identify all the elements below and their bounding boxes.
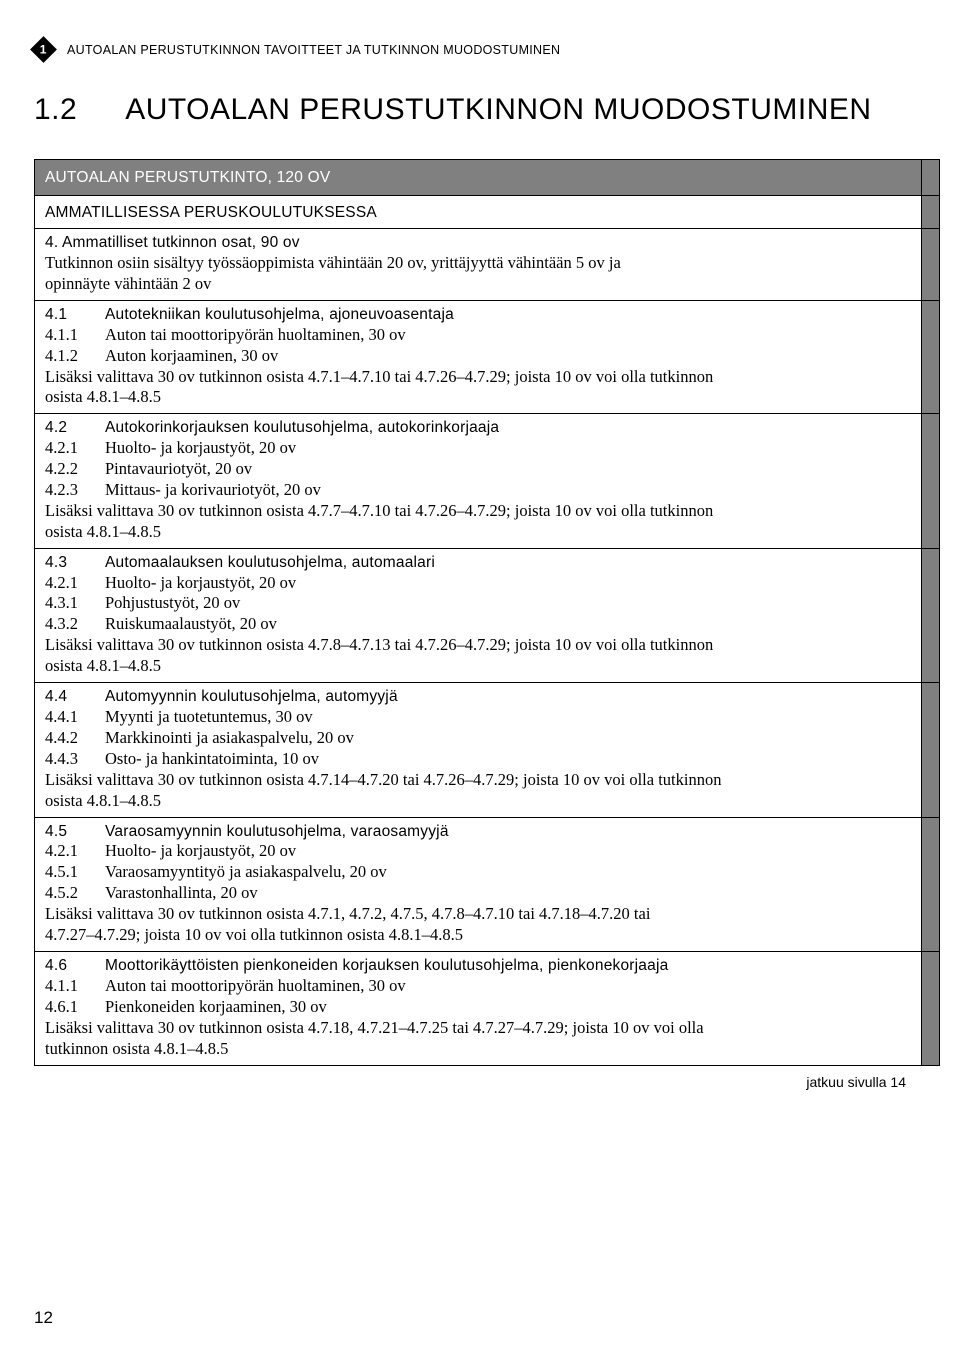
list-item: 4.4.3Osto- ja hankintatoiminta, 10 ov [45,749,911,770]
s42-rest: osista 4.8.1–4.8.5 [45,522,911,543]
list-item: 4.3.1Pohjustustyöt, 20 ov [45,593,911,614]
s41-cell: 4.1Autotekniikan koulutusohjelma, ajoneu… [35,300,922,413]
table-spacer [922,195,940,229]
table-row: 4.6Moottorikäyttöisten pienkoneiden korj… [35,952,940,1065]
s46-title: 4.6Moottorikäyttöisten pienkoneiden korj… [45,956,911,976]
table-subheader-cell: AMMATILLISESSA PERUSKOULUTUKSESSA [35,195,922,229]
list-item: 4.1.2Auton korjaaminen, 30 ov [45,346,911,367]
s44-rest: osista 4.8.1–4.8.5 [45,791,911,812]
continue-note: jatkuu sivulla 14 [34,1074,926,1090]
s42-title: 4.2Autokorinkorjauksen koulutusohjelma, … [45,418,911,438]
s4-cell: 4. Ammatilliset tutkinnon osat, 90 ov Tu… [35,229,922,301]
s45-title: 4.5Varaosamyynnin koulutusohjelma, varao… [45,822,911,842]
table-row: 4.2Autokorinkorjauksen koulutusohjelma, … [35,414,940,548]
s43-cell: 4.3Automaalauksen koulutusohjelma, autom… [35,548,922,682]
s43-rest: Lisäksi valittava 30 ov tutkinnon osista… [45,635,911,656]
table-spacer [922,229,940,301]
list-item: 4.3.2Ruiskumaalaustyöt, 20 ov [45,614,911,635]
s4-title: 4. Ammatilliset tutkinnon osat, 90 ov [45,233,911,253]
table-spacer [922,548,940,682]
s45-rest: Lisäksi valittava 30 ov tutkinnon osista… [45,904,911,925]
chapter-badge-icon: 1 [30,36,57,63]
page-header: 1 AUTOALAN PERUSTUTKINNON TAVOITTEET JA … [34,40,926,59]
table-row: 4.1Autotekniikan koulutusohjelma, ajoneu… [35,300,940,413]
list-item: 4.2.2Pintavauriotyöt, 20 ov [45,459,911,480]
s42-rest: Lisäksi valittava 30 ov tutkinnon osista… [45,501,911,522]
list-item: 4.5.2Varastonhallinta, 20 ov [45,883,911,904]
s44-rest: Lisäksi valittava 30 ov tutkinnon osista… [45,770,911,791]
table-row: 4.3Automaalauksen koulutusohjelma, autom… [35,548,940,682]
s41-rest: Lisäksi valittava 30 ov tutkinnon osista… [45,367,911,388]
s46-rest: Lisäksi valittava 30 ov tutkinnon osista… [45,1018,911,1039]
s45-cell: 4.5Varaosamyynnin koulutusohjelma, varao… [35,817,922,951]
chapter-title-text: AUTOALAN PERUSTUTKINNON MUODOSTUMINEN [125,93,871,126]
chapter-title-num: 1.2 [34,93,77,126]
s4-line: Tutkinnon osiin sisältyy työssäoppimista… [45,253,911,274]
s41-title: 4.1Autotekniikan koulutusohjelma, ajoneu… [45,305,911,325]
table-spacer [922,300,940,413]
table-spacer [922,952,940,1065]
running-head: AUTOALAN PERUSTUTKINNON TAVOITTEET JA TU… [67,43,560,57]
s43-title: 4.3Automaalauksen koulutusohjelma, autom… [45,553,911,573]
table-spacer [922,683,940,817]
table-header-cell: AUTOALAN PERUSTUTKINTO, 120 OV [35,160,922,196]
curriculum-table: AUTOALAN PERUSTUTKINTO, 120 OV AMMATILLI… [34,159,940,1066]
list-item: 4.2.3Mittaus- ja korivauriotyöt, 20 ov [45,480,911,501]
table-row: 4. Ammatilliset tutkinnon osat, 90 ov Tu… [35,229,940,301]
s42-cell: 4.2Autokorinkorjauksen koulutusohjelma, … [35,414,922,548]
table-row: AUTOALAN PERUSTUTKINTO, 120 OV [35,160,940,196]
s46-rest: tutkinnon osista 4.8.1–4.8.5 [45,1039,911,1060]
s43-rest: osista 4.8.1–4.8.5 [45,656,911,677]
list-item: 4.6.1Pienkoneiden korjaaminen, 30 ov [45,997,911,1018]
table-spacer [922,817,940,951]
s45-rest: 4.7.27–4.7.29; joista 10 ov voi olla tut… [45,925,911,946]
s41-rest: osista 4.8.1–4.8.5 [45,387,911,408]
table-spacer [922,414,940,548]
page-number: 12 [34,1308,53,1328]
s44-title: 4.4Automyynnin koulutusohjelma, automyyj… [45,687,911,707]
table-row: AMMATILLISESSA PERUSKOULUTUKSESSA [35,195,940,229]
table-row: 4.4Automyynnin koulutusohjelma, automyyj… [35,683,940,817]
list-item: 4.2.1Huolto- ja korjaustyöt, 20 ov [45,573,911,594]
chapter-badge-num: 1 [40,43,47,57]
table-row: 4.5Varaosamyynnin koulutusohjelma, varao… [35,817,940,951]
list-item: 4.4.2Markkinointi ja asiakaspalvelu, 20 … [45,728,911,749]
list-item: 4.4.1Myynti ja tuotetuntemus, 30 ov [45,707,911,728]
list-item: 4.1.1Auton tai moottoripyörän huoltamine… [45,325,911,346]
list-item: 4.2.1Huolto- ja korjaustyöt, 20 ov [45,438,911,459]
chapter-title: 1.2 AUTOALAN PERUSTUTKINNON MUODOSTUMINEN [34,93,926,127]
list-item: 4.5.1Varaosamyyntityö ja asiakaspalvelu,… [45,862,911,883]
list-item: 4.2.1Huolto- ja korjaustyöt, 20 ov [45,841,911,862]
s44-cell: 4.4Automyynnin koulutusohjelma, automyyj… [35,683,922,817]
s46-cell: 4.6Moottorikäyttöisten pienkoneiden korj… [35,952,922,1065]
s4-line: opinnäyte vähintään 2 ov [45,274,911,295]
list-item: 4.1.1Auton tai moottoripyörän huoltamine… [45,976,911,997]
table-spacer [922,160,940,196]
